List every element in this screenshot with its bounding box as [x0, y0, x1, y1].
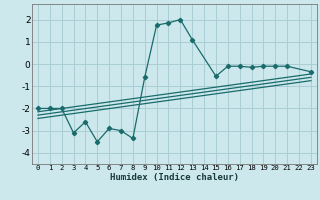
X-axis label: Humidex (Indice chaleur): Humidex (Indice chaleur)	[110, 173, 239, 182]
